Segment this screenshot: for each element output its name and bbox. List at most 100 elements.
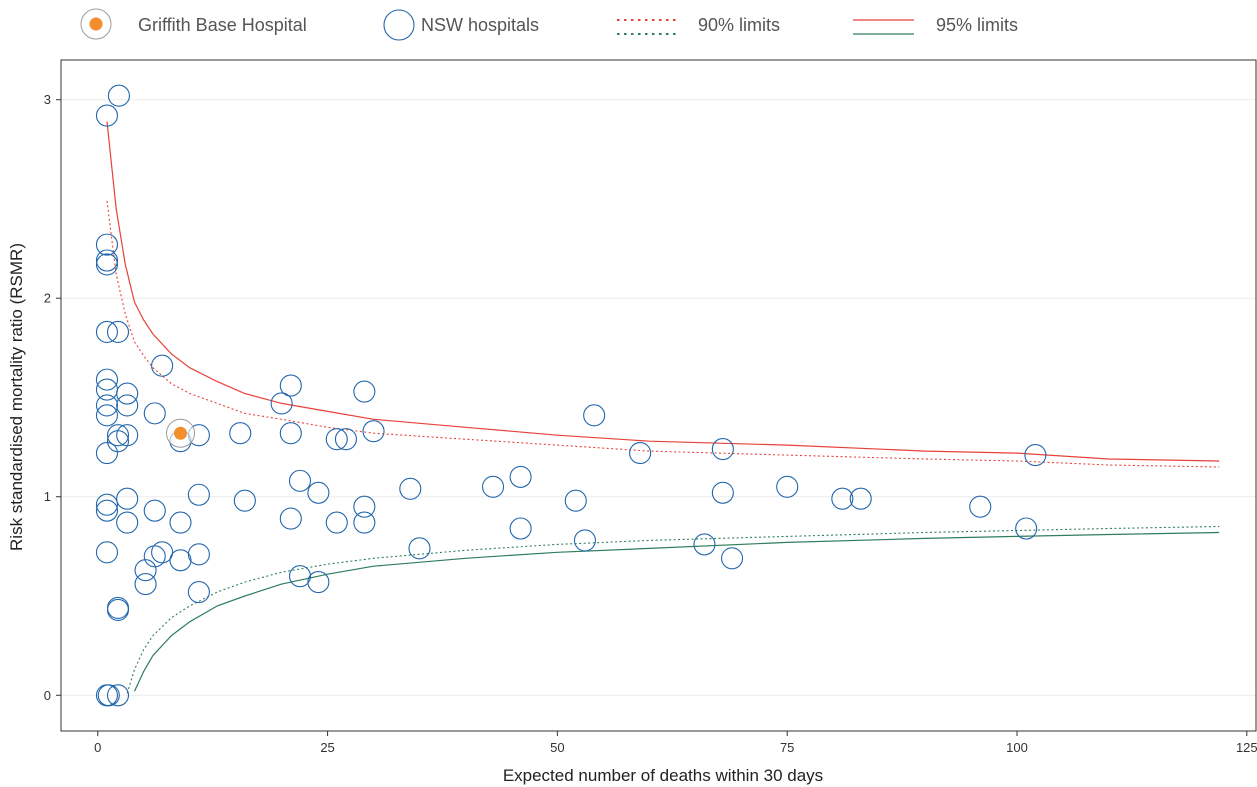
y-axis: 0 1 2 3 — [44, 92, 61, 703]
hospital-point — [116, 487, 139, 510]
x-tick-label: 25 — [320, 740, 334, 755]
y-tick-label: 1 — [44, 489, 51, 504]
hospital-point — [509, 465, 532, 488]
hospital-point — [97, 684, 120, 707]
hospital-point — [106, 598, 130, 621]
hospital-point — [481, 475, 505, 498]
panel-border — [60, 59, 1257, 732]
hospital-point — [720, 547, 744, 570]
hospital-point — [143, 402, 166, 425]
x-axis: 0 25 50 75 100 125 — [94, 731, 1257, 755]
upper-95-limit-line — [106, 121, 1220, 462]
x-tick-label: 100 — [1006, 740, 1028, 755]
hospital-point — [353, 511, 376, 534]
hospital-point — [187, 543, 210, 566]
hospital-point — [95, 368, 119, 391]
hospital-point — [711, 481, 734, 504]
upper-90-limit-line — [106, 200, 1220, 468]
hospital-point — [95, 442, 119, 465]
hospital-point — [151, 541, 174, 564]
hospital-point — [106, 596, 130, 619]
plot-panel — [60, 59, 1257, 732]
legend-griffith-label: Griffith Base Hospital — [138, 15, 307, 35]
hospital-point — [693, 533, 716, 556]
hospital-point — [362, 420, 385, 443]
hospital-point — [279, 422, 302, 445]
hospital-points — [95, 84, 1047, 707]
control-limits — [106, 121, 1220, 694]
x-tick-label: 50 — [550, 740, 564, 755]
hospital-point — [325, 511, 348, 534]
hospital-point — [711, 438, 734, 461]
hospital-point — [1024, 444, 1047, 467]
hospital-point — [325, 428, 348, 451]
legend-griffith-dot — [89, 17, 103, 31]
x-axis-title: Expected number of deaths within 30 days — [503, 766, 823, 785]
hospital-point — [95, 378, 119, 401]
lower-95-limit-line — [133, 531, 1220, 692]
hospital-point — [564, 489, 587, 512]
hospital-point — [95, 253, 119, 276]
x-tick-label: 75 — [780, 740, 794, 755]
legend: Griffith Base Hospital NSW hospitals 90%… — [80, 8, 1018, 41]
hospital-point — [307, 481, 330, 504]
griffith-point — [174, 426, 187, 440]
legend-limits95-label: 95% limits — [936, 15, 1018, 35]
hospital-point — [151, 354, 174, 377]
hospital-point — [187, 580, 210, 604]
legend-item-limits90: 90% limits — [617, 15, 780, 35]
hospital-point — [95, 394, 119, 417]
hospital-point — [116, 511, 139, 534]
hospital-point — [116, 382, 139, 405]
hospital-point — [399, 477, 422, 500]
hospital-point — [573, 529, 597, 552]
legend-nsw-label: NSW hospitals — [421, 15, 539, 35]
lower-90-limit-line — [126, 525, 1220, 694]
y-axis-title: Risk standardised mortality ratio (RSMR) — [7, 243, 26, 551]
hospital-point — [583, 404, 606, 427]
hospital-point — [106, 684, 130, 707]
gridlines — [61, 99, 1256, 696]
legend-item-nsw: NSW hospitals — [383, 9, 539, 41]
legend-item-griffith: Griffith Base Hospital — [80, 8, 307, 40]
legend-limits90-label: 90% limits — [698, 15, 780, 35]
hospital-point — [95, 493, 119, 516]
hospital-point — [334, 428, 358, 451]
hospital-point — [509, 517, 532, 540]
y-tick-label: 3 — [44, 92, 51, 107]
highlight-point — [166, 418, 195, 448]
hospital-point — [629, 442, 652, 465]
hospital-point — [969, 495, 992, 518]
hospital-point — [143, 499, 166, 522]
hospital-point — [849, 487, 872, 510]
y-tick-label: 2 — [44, 291, 51, 306]
hospital-point — [831, 487, 854, 510]
hospital-point — [307, 571, 330, 594]
hospital-point — [279, 507, 302, 530]
hospital-point — [1015, 517, 1038, 540]
hospital-point — [169, 511, 192, 534]
hospital-point — [187, 483, 210, 506]
y-tick-label: 0 — [44, 688, 51, 703]
hospital-point — [776, 475, 799, 498]
hospital-point — [143, 545, 166, 568]
hospital-point — [270, 392, 293, 415]
hospital-point — [288, 469, 312, 492]
hospital-point — [353, 380, 376, 403]
hospital-point — [107, 84, 130, 107]
hospital-point — [95, 404, 119, 427]
legend-item-limits95: 95% limits — [853, 15, 1018, 35]
hospital-point — [169, 549, 192, 572]
x-tick-label: 125 — [1236, 740, 1257, 755]
hospital-point — [134, 559, 157, 582]
hospital-point — [233, 489, 256, 512]
hospital-point — [106, 424, 130, 447]
hospital-point — [229, 422, 252, 445]
hospital-point — [95, 499, 119, 522]
hospital-point — [95, 233, 119, 256]
hospital-point — [408, 537, 431, 560]
hospital-point — [95, 104, 119, 127]
legend-nsw-circle — [383, 9, 415, 41]
hospital-point — [116, 394, 139, 417]
